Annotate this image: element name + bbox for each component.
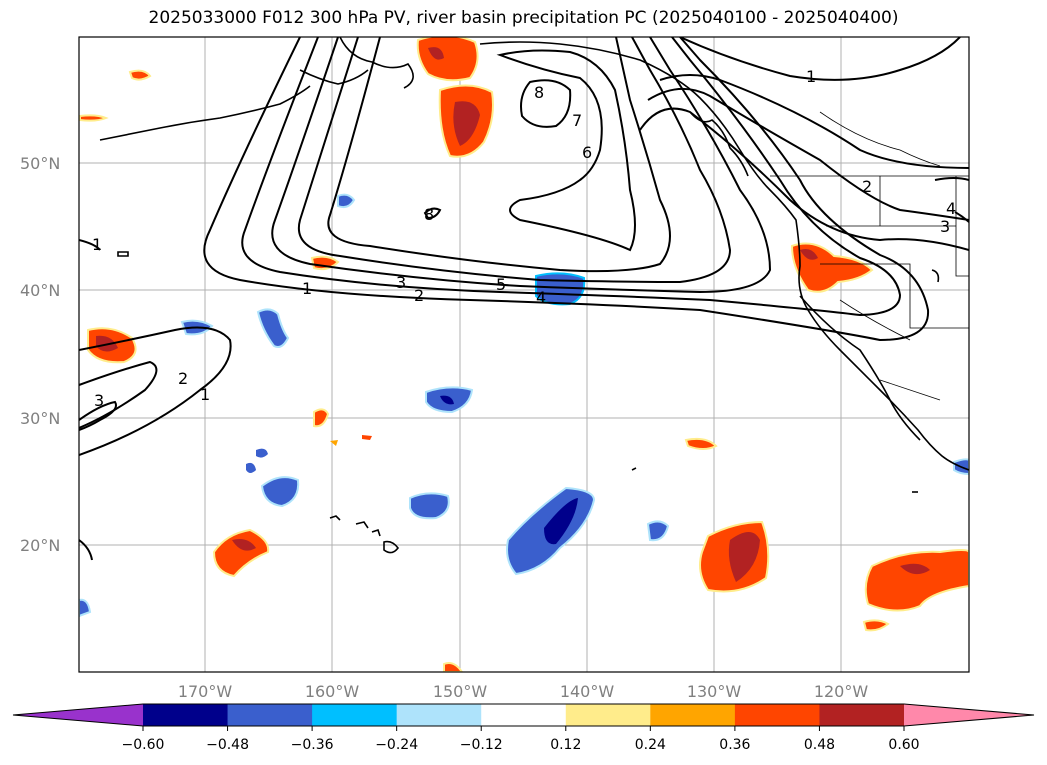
colorbar-tick-label: −0.48 [206,737,249,753]
pv-label: 2 [414,286,424,305]
pv-label: 7 [572,111,582,130]
colorbar-segment [565,704,651,726]
pv-label: 1 [806,67,816,86]
borders [770,111,969,401]
colorbar-tick-label: −0.60 [122,737,165,753]
pv-label: 1 [92,235,102,254]
coastlines [99,37,969,554]
positive-anomaly-region [416,37,479,82]
pv-contours [79,37,969,561]
pv-contour-labels: 1 2 3 4 5 6 7 8 1 2 3 1 2 3 4 1 8 [92,67,956,410]
pv-label: 2 [178,369,188,388]
negative-anomaly-region [409,492,450,520]
pv-label: 3 [396,273,406,292]
map-area: 1 2 3 4 5 6 7 8 1 2 3 1 2 3 4 1 8 [79,37,969,672]
colorbar-tick-label: 0.60 [888,737,919,753]
colorbar-tick-label: 0.36 [719,737,750,753]
negative-anomaly-region [260,476,300,508]
colorbar-tick-label: 0.12 [550,737,581,753]
positive-anomaly-region [864,549,969,612]
colorbar-extension-high [904,704,1034,726]
negative-anomaly-region [256,308,290,348]
colorbar-tick-label: −0.24 [375,737,418,753]
pv-label: 8 [424,205,434,224]
colorbar: −0.60 −0.48 −0.36 −0.24 −0.12 0.12 0.24 0.36 0.4… [12,703,1035,753]
lon-tick-label: 150°W [433,682,488,701]
map-title: 2025033000 F012 300 hPa PV, river basin … [148,8,899,28]
pv-label: 4 [946,199,956,218]
positive-anomaly-region [212,528,270,578]
pv-label: 6 [582,143,592,162]
colorbar-segment [312,704,398,726]
lat-tick-label: 50°N [20,154,60,173]
pv-label: 2 [862,177,872,196]
pv-label: 4 [536,288,546,307]
colorbar-tick-label: 0.24 [635,737,666,753]
colorbar-tick-label: −0.36 [291,737,334,753]
colorbar-extension-low [13,704,143,726]
lat-tick-label: 20°N [20,536,60,555]
lon-tick-label: 140°W [560,682,615,701]
colorbar-segment [396,704,482,726]
pv-label: 3 [940,217,950,236]
pv-label: 1 [302,279,312,298]
colorbar-segment [819,704,905,726]
pv-label: 5 [496,275,506,294]
map-frame [78,36,970,673]
colorbar-segment [227,704,313,726]
colorbar-segment [143,704,229,726]
pv-label: 1 [200,385,210,404]
lon-tick-label: 120°W [814,682,869,701]
colorbar-segment [734,704,820,726]
lat-axis: 50°N 40°N 30°N 20°N [20,154,60,555]
lat-tick-label: 30°N [20,409,60,428]
lat-tick-label: 40°N [20,281,60,300]
lon-tick-label: 130°W [687,682,742,701]
colorbar-tick-label: 0.48 [804,737,835,753]
lon-tick-label: 160°W [305,682,360,701]
pv-label: 8 [534,83,544,102]
colorbar-segment [481,704,567,726]
pv-label: 3 [94,391,104,410]
colorbar-tick-label: −0.12 [460,737,503,753]
lon-tick-label: 170°W [178,682,233,701]
lon-axis: 170°W 160°W 150°W 140°W 130°W 120°W [178,682,869,701]
colorbar-segment [650,704,736,726]
